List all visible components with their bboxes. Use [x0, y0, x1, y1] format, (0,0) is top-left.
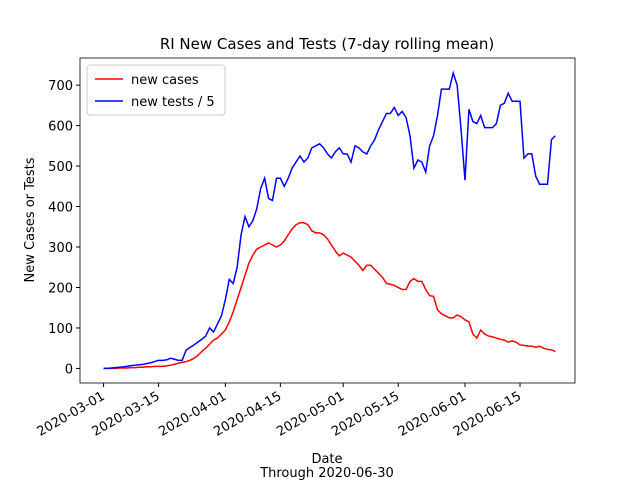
y-tick-label: 700: [48, 79, 73, 94]
x-axis-label: Date: [311, 452, 342, 467]
line-series: [103, 70, 556, 370]
legend-label: new cases: [131, 73, 199, 88]
y-tick-label: 600: [48, 120, 73, 135]
y-tick-label: 0: [65, 362, 73, 377]
y-tick-label: 300: [48, 241, 73, 256]
legend-label: new tests / 5: [131, 95, 215, 110]
y-axis-label: New Cases or Tests: [23, 157, 38, 282]
y-tick-label: 500: [48, 160, 73, 175]
y-tick-label: 400: [48, 201, 73, 216]
y-tick-label: 100: [48, 322, 73, 337]
line-series: [103, 221, 556, 370]
y-tick-label: 200: [48, 281, 73, 296]
chart-title: RI New Cases and Tests (7-day rolling me…: [160, 35, 494, 53]
legend-box: [86, 64, 226, 116]
subtitle: Through 2020-06-30: [259, 466, 394, 480]
plot-frame: [79, 57, 576, 384]
